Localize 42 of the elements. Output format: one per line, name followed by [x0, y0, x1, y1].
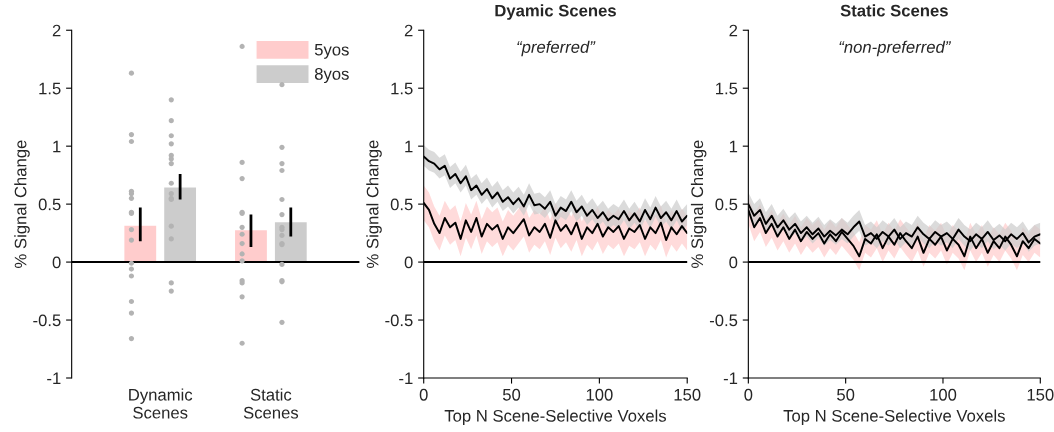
y-tick-label: 1.5	[716, 82, 738, 95]
y-tick-label: 2	[404, 24, 413, 37]
y-tick-label: 0	[404, 256, 413, 269]
y-tick-label: 1	[405, 140, 413, 153]
y-tick-label: 1	[53, 140, 61, 153]
y-tick-label: 0.5	[715, 198, 738, 211]
y-tick-label: -0.5	[385, 314, 413, 327]
y-tick-label: 0	[729, 256, 738, 269]
y-tick-label: 0.5	[38, 198, 61, 211]
y-axis-title: % Signal Change	[690, 140, 707, 268]
y-tick-label: -1	[723, 372, 738, 385]
y-tick-label: -1	[399, 372, 413, 385]
x-tick-label: 0	[419, 388, 428, 401]
x-axis-title: Top N Scene-Selective Voxels	[783, 409, 1005, 426]
legend-label: 5yos	[314, 43, 349, 59]
text: “preferred”	[517, 40, 596, 57]
x-tick-label: Static Scenes	[243, 388, 299, 419]
x-tick-label: 50	[502, 388, 521, 401]
x-tick-label: 150	[1027, 388, 1054, 401]
x-tick-label: 50	[837, 388, 855, 401]
y-axis-title: % Signal Change	[366, 140, 382, 268]
y-tick-label: -0.5	[33, 314, 61, 327]
x-tick-label: 100	[930, 388, 957, 401]
x-tick-label: Dynamic Scenes	[129, 388, 193, 419]
y-tick-label: 1.5	[391, 82, 413, 95]
y-tick-label: -1	[47, 372, 61, 385]
y-tick-label: 1	[729, 140, 738, 153]
y-tick-label: 2	[52, 24, 61, 37]
legend-label: 8yos	[314, 68, 349, 84]
text: “non-preferred”	[839, 40, 951, 57]
chart-title: Static Scenes	[840, 4, 948, 17]
x-tick-label: 0	[744, 388, 753, 401]
x-tick-label: 150	[674, 388, 701, 401]
y-tick-label: 2	[729, 24, 738, 37]
y-tick-label: -0.5	[709, 314, 738, 327]
y-tick-label: 1.5	[39, 82, 61, 95]
x-axis-title: Top N Scene-Selective Voxels	[444, 409, 667, 426]
x-tick-label: 100	[586, 388, 613, 401]
y-axis-title: % Signal Change	[14, 140, 30, 268]
y-tick-label: 0	[52, 256, 61, 269]
y-tick-label: 0.5	[390, 198, 413, 211]
chart-title: Dyamic Scenes	[495, 4, 616, 20]
